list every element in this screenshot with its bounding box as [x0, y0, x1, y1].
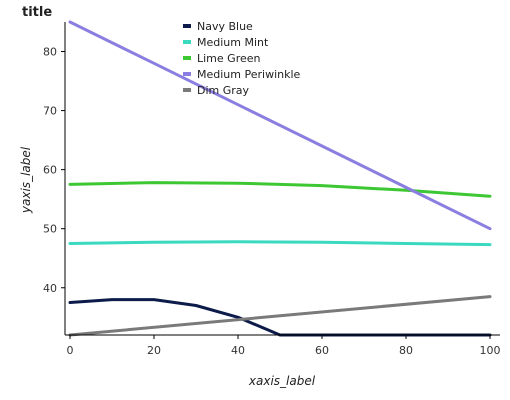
series-line-lime-green [68, 181, 492, 198]
legend: Navy Blue Medium Mint Lime Green Medium Per… [183, 20, 301, 97]
series-line-dim-gray [68, 295, 492, 337]
legend-label-dim-gray: Dim Gray [197, 84, 250, 97]
x-tick-label: 0 [67, 344, 74, 357]
x-tick-label: 60 [315, 344, 329, 357]
legend-swatch-navy-blue [183, 24, 191, 28]
legend-label-medium-periwinkle: Medium Periwinkle [197, 68, 301, 81]
y-ticks: 40 50 60 70 80 [43, 46, 65, 295]
legend-label-lime-green: Lime Green [197, 52, 261, 65]
legend-label-medium-mint: Medium Mint [197, 36, 269, 49]
x-tick-label: 100 [480, 344, 501, 357]
y-tick-label: 60 [43, 164, 57, 177]
x-tick-label: 20 [147, 344, 161, 357]
x-ticks: 0 20 40 60 80 100 [67, 335, 501, 357]
x-tick-label: 40 [231, 344, 245, 357]
y-tick-label: 70 [43, 105, 57, 118]
legend-swatch-medium-mint [183, 40, 191, 44]
y-tick-label: 50 [43, 223, 57, 236]
legend-swatch-medium-periwinkle [183, 72, 191, 76]
y-tick-label: 80 [43, 46, 57, 59]
x-tick-label: 80 [399, 344, 413, 357]
legend-swatch-dim-gray [183, 88, 191, 92]
y-axis-label: yaxis_label [19, 146, 33, 214]
y-tick-label: 40 [43, 282, 57, 295]
x-axis-label: xaxis_label [248, 374, 316, 388]
legend-swatch-lime-green [183, 56, 191, 60]
series-line-medium-mint [68, 240, 492, 247]
legend-label-navy-blue: Navy Blue [197, 20, 253, 33]
chart-title: title [22, 5, 52, 20]
series-line-medium-periwinkle [68, 20, 492, 231]
